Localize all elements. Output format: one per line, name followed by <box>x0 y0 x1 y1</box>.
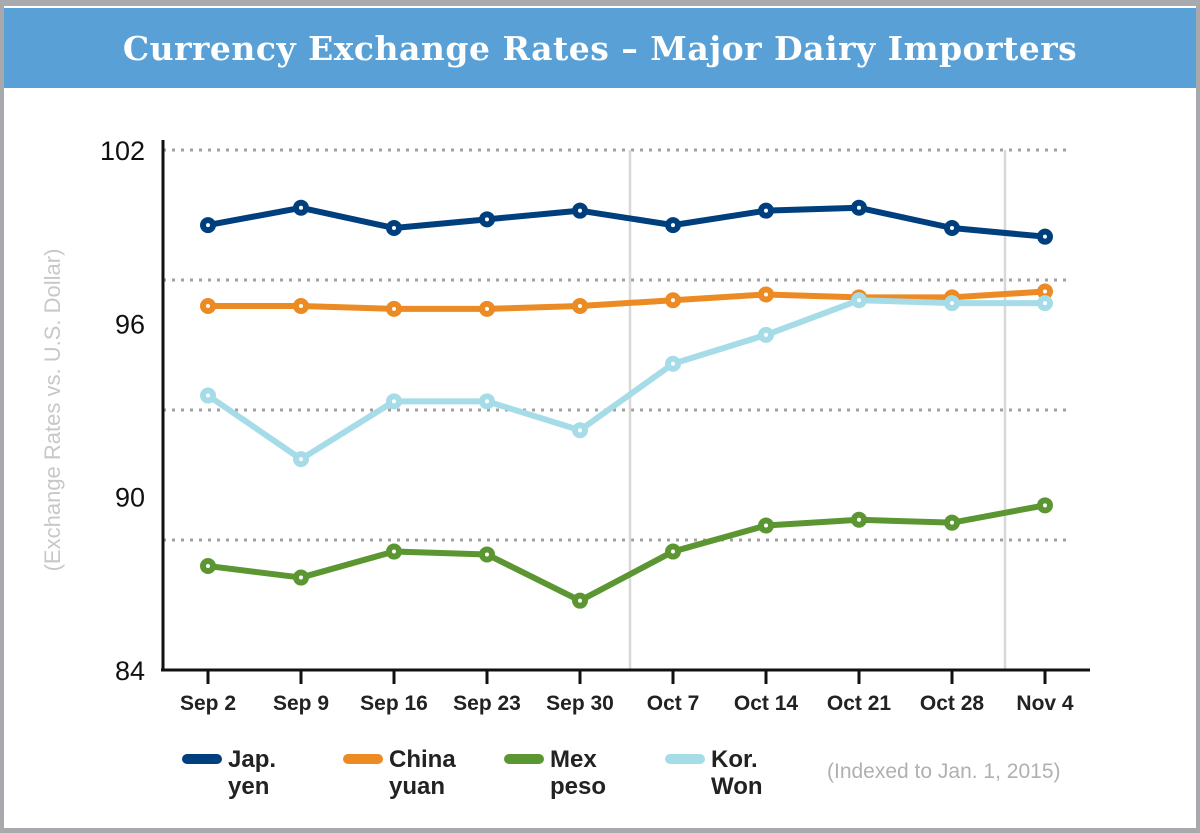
title-banner: Currency Exchange Rates – Major Dairy Im… <box>4 8 1196 88</box>
data-point-center <box>299 304 303 308</box>
data-point-center <box>764 208 768 213</box>
legend-label: Kor. Won <box>711 746 763 800</box>
data-point-center <box>485 217 489 222</box>
data-point-center <box>578 598 582 603</box>
legend-swatch <box>182 754 222 764</box>
x-tick-label: Oct 7 <box>647 692 700 715</box>
series-line <box>207 204 1046 240</box>
legend-item: Mex peso <box>504 746 640 800</box>
x-tick-label: Sep 16 <box>360 692 428 715</box>
index-note: (Indexed to Jan. 1, 2015) <box>827 760 1061 783</box>
data-point-center <box>485 306 489 311</box>
x-tick-label: Sep 2 <box>180 692 236 715</box>
series-line <box>208 288 1046 312</box>
data-point-center <box>950 226 954 230</box>
data-point-center <box>764 523 768 528</box>
data-point-center <box>299 205 303 210</box>
data-point-center <box>950 301 954 306</box>
data-point-center <box>206 564 210 568</box>
data-point-center <box>671 361 675 366</box>
x-tick-label: Oct 14 <box>734 692 799 715</box>
data-point-center <box>485 399 489 404</box>
data-point-center <box>578 304 582 308</box>
x-tick-label: Oct 28 <box>920 692 985 715</box>
legend-label: Jap. yen <box>228 746 277 800</box>
x-tick-label: Oct 21 <box>827 692 892 715</box>
data-point-center <box>206 393 210 398</box>
data-point-center <box>857 298 861 303</box>
x-tick-label: Sep 23 <box>453 692 521 715</box>
data-point-center <box>206 223 210 228</box>
legend-swatch <box>665 754 705 764</box>
data-point-center <box>1043 289 1047 294</box>
legend-item: Kor. Won <box>665 746 801 800</box>
data-point-center <box>671 298 675 303</box>
data-point-center <box>578 428 582 433</box>
y-tick-label: 90 <box>115 483 145 513</box>
y-axis-label: (Exchange Rates vs. U.S. Dollar) <box>40 249 65 572</box>
data-point-center <box>1043 301 1047 306</box>
legend-label: China yuan <box>389 746 456 800</box>
x-tick-label: Nov 4 <box>1016 692 1074 715</box>
chart-title: Currency Exchange Rates – Major Dairy Im… <box>122 28 1078 68</box>
data-point-center <box>1043 503 1047 508</box>
data-point-center <box>857 205 861 210</box>
data-point-center <box>950 520 954 525</box>
data-point-center <box>299 457 303 462</box>
legend-item: China yuan <box>343 746 479 800</box>
data-point-center <box>392 549 396 554</box>
series-line <box>206 297 1045 463</box>
x-tick-label: Sep 30 <box>546 692 614 715</box>
legend-swatch <box>504 754 544 764</box>
x-tick-label: Sep 9 <box>273 692 329 715</box>
data-point-center <box>392 399 396 404</box>
y-tick-label: 96 <box>115 309 145 339</box>
data-point-center <box>857 517 861 522</box>
data-point-center <box>671 549 675 554</box>
data-point-center <box>764 332 768 337</box>
data-point-center <box>671 223 675 228</box>
data-point-center <box>392 226 396 230</box>
data-point-center <box>299 575 303 580</box>
data-point-center <box>1043 234 1047 239</box>
data-point-center <box>764 292 768 297</box>
legend-swatch <box>343 754 383 764</box>
legend-label: Mex peso <box>550 746 607 800</box>
legend-item: Jap. yen <box>182 746 318 800</box>
data-point-center <box>485 552 489 557</box>
legend: Jap. yen China yuan Mex peso Kor. Won <box>182 746 826 800</box>
y-tick-label: 102 <box>100 136 145 166</box>
data-point-center <box>578 208 582 213</box>
data-point-center <box>392 306 396 311</box>
y-tick-label: 84 <box>115 656 145 686</box>
series-line <box>207 502 1046 604</box>
data-point-center <box>206 304 210 308</box>
